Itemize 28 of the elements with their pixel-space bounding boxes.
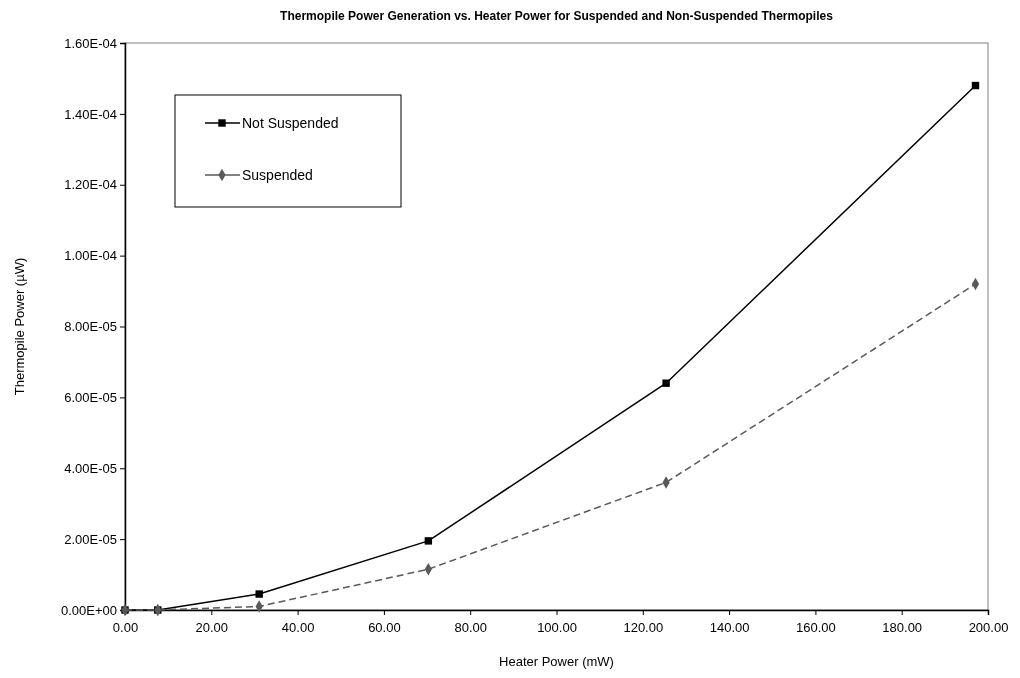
x-tick-label: 100.00 bbox=[537, 620, 577, 636]
x-tick-label: 0.00 bbox=[112, 620, 139, 636]
x-tick-label: 60.00 bbox=[368, 620, 401, 636]
x-tick-label: 80.00 bbox=[454, 620, 487, 636]
x-tick-label: 140.00 bbox=[709, 620, 750, 636]
point bbox=[255, 590, 263, 598]
x-tick-label: 40.00 bbox=[281, 620, 315, 636]
y-tick-label: 1.60E-04 bbox=[64, 35, 117, 51]
legend-label: Not Suspended bbox=[242, 115, 339, 131]
x-tick-label: 20.00 bbox=[195, 620, 229, 636]
x-tick-label: 180.00 bbox=[882, 620, 923, 636]
x-axis-title: Heater Power (mW) bbox=[499, 654, 614, 669]
legend-label: Suspended bbox=[242, 167, 313, 183]
y-tick-label: 2.00E-05 bbox=[64, 531, 117, 547]
y-tick-label: 1.00E-04 bbox=[64, 248, 117, 264]
x-tick-label: 200.00 bbox=[968, 620, 1009, 636]
y-tick-label: 0.00E+00 bbox=[60, 602, 117, 618]
point bbox=[662, 379, 670, 387]
y-axis-title: Thermopile Power (µW) bbox=[12, 257, 27, 396]
x-tick-label: 120.00 bbox=[623, 620, 664, 636]
y-tick-label: 4.00E-05 bbox=[64, 460, 117, 476]
x-tick-label: 160.00 bbox=[796, 620, 836, 636]
y-tick-label: 6.00E-05 bbox=[64, 390, 117, 406]
y-tick-label: 1.20E-04 bbox=[64, 177, 117, 193]
y-tick-label: 1.40E-04 bbox=[64, 106, 117, 122]
y-tick-label: 8.00E-05 bbox=[64, 319, 117, 335]
point bbox=[424, 537, 433, 545]
chart-title: Thermopile Power Generation vs. Heater Power for Suspended and Non-Suspended Thermopiles bbox=[280, 9, 834, 23]
